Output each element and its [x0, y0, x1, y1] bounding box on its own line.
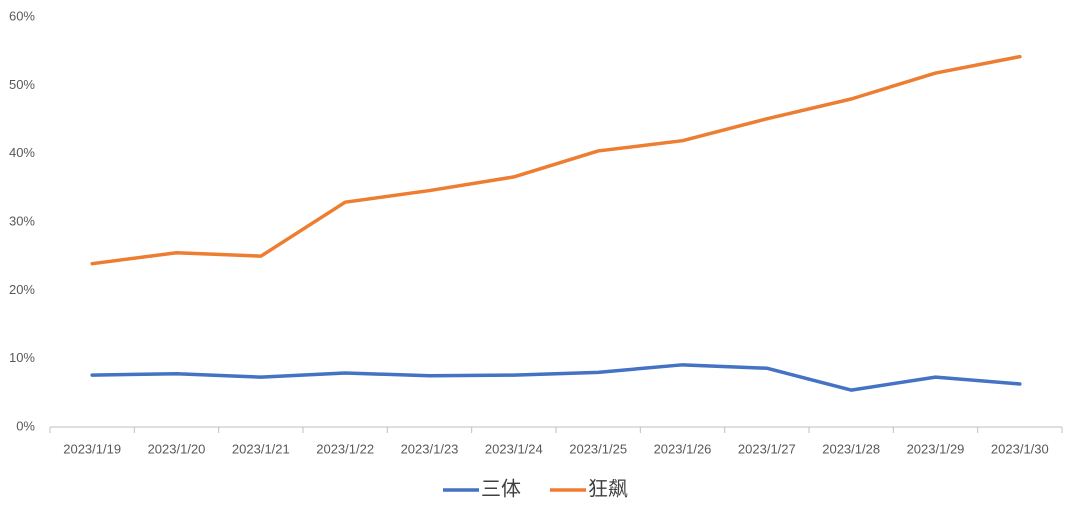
y-tick-label: 30%	[9, 213, 35, 228]
x-tick-label: 2023/1/21	[232, 441, 290, 456]
x-tick-label: 2023/1/25	[569, 441, 627, 456]
series-line	[90, 363, 1022, 392]
x-tick-label: 2023/1/20	[148, 441, 206, 456]
x-tick-label: 2023/1/28	[822, 441, 880, 456]
y-tick-label: 0%	[16, 418, 35, 433]
series-line	[90, 54, 1022, 266]
x-tick-label: 2023/1/30	[991, 441, 1049, 456]
x-tick-label: 2023/1/22	[316, 441, 374, 456]
y-tick-label: 40%	[9, 145, 35, 160]
x-tick-label: 2023/1/24	[485, 441, 543, 456]
y-tick-label: 20%	[9, 282, 35, 297]
y-tick-label: 50%	[9, 77, 35, 92]
x-tick-label: 2023/1/19	[63, 441, 121, 456]
x-tick-label: 2023/1/26	[654, 441, 712, 456]
legend-label: 狂飙	[588, 477, 628, 501]
legend-label: 三体	[481, 477, 521, 501]
y-tick-label: 10%	[9, 350, 35, 365]
x-tick-label: 2023/1/27	[738, 441, 796, 456]
x-tick-label: 2023/1/23	[401, 441, 459, 456]
y-tick-label: 60%	[9, 8, 35, 23]
x-tick-label: 2023/1/29	[907, 441, 965, 456]
